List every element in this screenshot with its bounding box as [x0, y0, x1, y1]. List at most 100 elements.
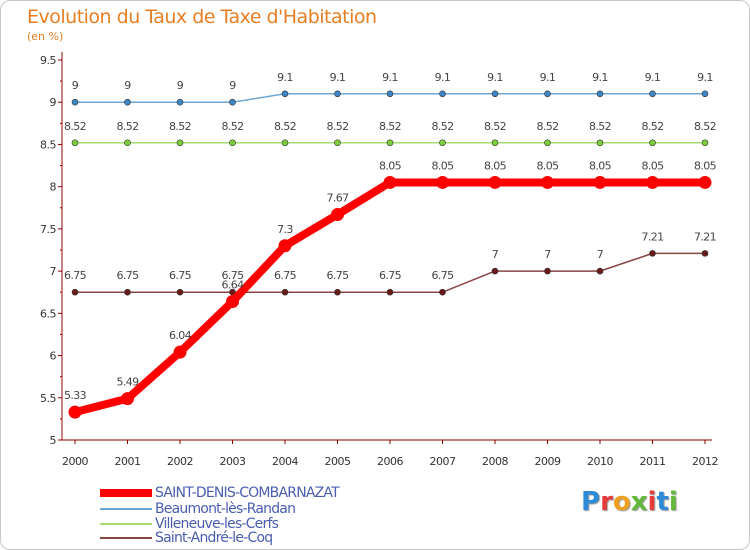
data-label: 8.52: [589, 120, 611, 133]
data-label: 8.52: [536, 120, 558, 133]
x-tick-label: 2009: [535, 455, 561, 468]
series-saint-denis-combarnazat: 5.33 5.49 6.04 6.64 7.3 7.67 8.05 8.05 8.05 8.05 8…: [64, 159, 717, 419]
brand-letter: P: [581, 487, 601, 517]
series-villeneuve-les-cerfs: 8.52 8.52 8.52 8.52 8.52 8.52 8.52 8.52 8.52 8.52…: [64, 120, 717, 147]
x-tick-label: 2005: [325, 455, 351, 468]
data-point: [68, 405, 82, 419]
data-point: [491, 139, 499, 147]
x-tick-label: 2011: [640, 455, 666, 468]
brand-letter: t: [656, 487, 669, 517]
data-label: 6.75: [221, 269, 244, 282]
legend-label: Beaumont-lès-Randan: [155, 501, 296, 517]
data-point: [544, 90, 551, 98]
legend-item: Villeneuve-les-Cerfs: [100, 516, 279, 532]
data-point: [544, 267, 551, 275]
data-point: [541, 175, 554, 189]
data-label: 8.52: [64, 120, 86, 133]
x-tick-label: 2010: [587, 455, 613, 468]
data-label: 7: [492, 248, 499, 261]
legend-item: Beaumont-lès-Randan: [100, 501, 296, 517]
data-label: 6.64: [221, 279, 244, 292]
y-tick-label: 8: [50, 181, 57, 194]
legend-label: Villeneuve-les-Cerfs: [155, 516, 279, 532]
legend-label: SAINT-DENIS-COMBARNAZAT: [155, 485, 340, 501]
legend-item: Saint-André-le-Coq: [100, 530, 273, 546]
data-point: [488, 175, 502, 189]
brand-letter: i: [668, 487, 678, 517]
legend-swatch: [100, 523, 152, 525]
data-point: [544, 139, 551, 147]
brand-logo: Proxiti: [581, 487, 678, 517]
data-point: [491, 267, 499, 275]
data-label: 7: [597, 248, 604, 261]
data-point: [698, 175, 712, 189]
data-label: 6.75: [169, 269, 192, 282]
data-label: 8.52: [641, 120, 663, 133]
x-tick-label: 2006: [377, 455, 403, 468]
data-label: 8.05: [431, 159, 454, 172]
legend-swatch: [100, 537, 152, 539]
y-tick-label: 9.5: [40, 54, 56, 67]
x-tick-label: 2000: [62, 455, 88, 468]
data-point: [226, 295, 239, 309]
data-label: 8.05: [589, 159, 612, 172]
y-tick-label: 8.5: [40, 138, 56, 151]
series-saint-andre-le-coq: 6.75 6.75 6.75 6.75 6.75 6.75 6.75 6.75 7 7 7 7.21 7…: [64, 230, 717, 296]
x-tick-label: 2004: [272, 455, 298, 468]
data-label: 5.49: [116, 376, 139, 389]
data-point: [331, 208, 344, 222]
data-point: [176, 98, 184, 106]
data-label: 8.52: [169, 120, 191, 133]
data-point: [701, 250, 709, 257]
data-point: [386, 288, 394, 296]
data-point: [439, 90, 446, 98]
data-point: [71, 139, 79, 147]
data-label: 8.05: [694, 159, 717, 172]
brand-letter: x: [630, 487, 648, 517]
data-label: 8.05: [484, 159, 507, 172]
data-label: 8.05: [379, 159, 402, 172]
data-label: 9: [177, 79, 184, 92]
data-point: [596, 90, 604, 98]
data-point: [281, 139, 289, 147]
y-tick-label: 9: [50, 96, 57, 109]
data-point: [71, 98, 79, 106]
chart-title: Evolution du Taux de Taxe d'Habitation: [27, 6, 377, 28]
data-label: 9.1: [435, 71, 451, 84]
data-label: 8.52: [379, 120, 401, 133]
y-tick-label: 6: [50, 350, 57, 363]
series-line: [71, 178, 709, 417]
data-point: [278, 239, 292, 253]
data-label: 9.1: [697, 71, 713, 84]
brand-letter: i: [647, 487, 657, 517]
x-tick-label: 2003: [220, 455, 246, 468]
data-label: 9.1: [540, 71, 556, 84]
data-label: 9.1: [277, 71, 293, 84]
data-label: 7: [544, 248, 551, 261]
data-point: [386, 90, 394, 98]
data-point: [436, 175, 449, 189]
data-label: 9.1: [487, 71, 503, 84]
legend-item: SAINT-DENIS-COMBARNAZAT: [100, 485, 340, 501]
data-point: [646, 175, 659, 189]
data-point: [281, 90, 289, 98]
data-label: 6.75: [116, 269, 139, 282]
data-label: 7.67: [326, 192, 349, 205]
data-label: 9.1: [330, 71, 346, 84]
x-tick-label: 2008: [482, 455, 508, 468]
y-tick-label: 5.5: [40, 392, 56, 405]
x-tick-label: 2007: [430, 455, 456, 468]
data-point: [383, 175, 397, 189]
data-label: 8.52: [326, 120, 348, 133]
data-point: [491, 90, 499, 98]
data-label: 7.21: [641, 230, 663, 243]
data-label: 8.52: [431, 120, 453, 133]
data-label: 6.04: [169, 329, 192, 342]
data-label: 7.3: [277, 223, 293, 236]
data-label: 8.52: [694, 120, 716, 133]
legend-label: Saint-André-le-Coq: [155, 530, 273, 546]
data-point: [649, 139, 656, 147]
data-label: 8.52: [484, 120, 506, 133]
data-label: 9.1: [382, 71, 398, 84]
